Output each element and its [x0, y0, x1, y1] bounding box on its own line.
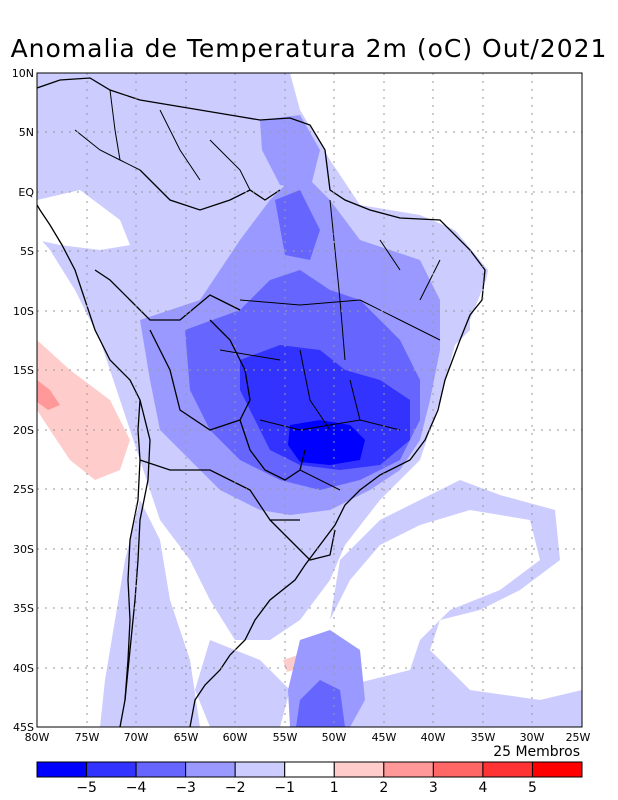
- chile-border: [124, 399, 151, 701]
- lon-tick-label: 70W: [124, 731, 149, 744]
- lon-tick-label: 80W: [25, 731, 50, 744]
- plot-frame: [36, 72, 583, 728]
- colorbar: −5 −4 −3 −2 −1 1 2 3 4 5: [36, 761, 583, 796]
- lat-tick-label: 40S: [13, 662, 34, 675]
- longitude-axis: 80W 75W 70W 65W 60W 55W 50W 45W 40W 35W …: [25, 731, 591, 744]
- lat-tick-label: 25S: [13, 483, 34, 496]
- colorbar-label: −1: [274, 780, 295, 796]
- colorbar-label: −4: [126, 780, 147, 796]
- colorbar-swatch: [432, 761, 484, 778]
- lat-tick-label: 15S: [13, 364, 34, 377]
- lon-tick-label: 50W: [322, 731, 347, 744]
- brazil-border-west: [94, 269, 241, 321]
- brazil-border-north: [139, 169, 281, 211]
- lat-tick-label: 30S: [13, 543, 34, 556]
- anomaly-region-minus2-north: [260, 115, 320, 190]
- coastline-and-borders: [37, 77, 486, 727]
- lat-tick-label: 35S: [13, 602, 34, 615]
- members-label: 25 Membros: [493, 744, 580, 760]
- paraguay-border: [239, 419, 306, 481]
- anomaly-gap-atlantic-east: [320, 73, 582, 500]
- lon-tick-label: 30W: [520, 731, 545, 744]
- anomaly-field: [37, 73, 582, 727]
- anomaly-region-light-patagonia: [195, 640, 290, 727]
- colorbar-swatch: [284, 761, 335, 778]
- anomaly-region-warm-2: [37, 380, 60, 410]
- lat-tick-label: 10S: [13, 305, 34, 318]
- colorbar-label: −2: [225, 780, 246, 796]
- colorbar-label: −3: [175, 780, 196, 796]
- argentina-border: [139, 459, 300, 521]
- lat-tick-label: 10N: [12, 67, 34, 80]
- lat-tick-label: 20S: [13, 424, 34, 437]
- colorbar-label: 3: [429, 780, 438, 796]
- colombia-venezuela-borders: [74, 89, 251, 191]
- lat-tick-label: EQ: [18, 186, 34, 199]
- colorbar-label: −5: [76, 780, 97, 796]
- grid-lines: [37, 73, 582, 727]
- anomaly-region-minus3-south: [296, 680, 345, 727]
- colorbar-label: 4: [478, 780, 487, 796]
- colorbar-label: 5: [528, 780, 537, 796]
- anomaly-region-minus5: [288, 420, 365, 465]
- colorbar-label: 1: [330, 780, 339, 796]
- lat-tick-label: 5N: [19, 126, 34, 139]
- anomaly-region-minus4: [240, 345, 410, 470]
- lon-tick-label: 55W: [273, 731, 298, 744]
- lat-tick-label: 5S: [20, 245, 34, 258]
- uruguay-border: [269, 519, 336, 561]
- colorbar-swatch: [135, 761, 187, 778]
- states-divisions: [219, 199, 441, 491]
- lon-tick-label: 35W: [471, 731, 496, 744]
- anomaly-gap-amazon: [37, 190, 130, 250]
- lon-tick-label: 75W: [75, 731, 100, 744]
- anomaly-region-light-south-pacific: [100, 500, 200, 727]
- anomaly-region-warm-1: [37, 340, 130, 480]
- colorbar-swatch: [333, 761, 385, 778]
- colorbar-swatch: [36, 761, 88, 778]
- colorbar-swatch: [383, 761, 434, 778]
- lon-tick-label: 65W: [174, 731, 199, 744]
- colorbar-swatch: [185, 761, 236, 778]
- lat-tick-label: 45S: [13, 721, 34, 734]
- colorbar-swatch: [482, 761, 533, 778]
- anomaly-gap-south: [300, 510, 540, 690]
- lon-tick-label: 40W: [421, 731, 446, 744]
- colorbar-swatch: [234, 761, 286, 778]
- colorbar-swatch: [86, 761, 137, 778]
- latitude-axis: 10N 5N EQ 5S 10S 15S 20S 25S 30S 35S 40S…: [12, 67, 35, 734]
- map-title: Anomalia de Temperatura 2m (oC) Out/2021: [10, 34, 608, 63]
- colorbar-label: 2: [379, 780, 388, 796]
- colorbar-swatch: [531, 761, 583, 778]
- lon-tick-label: 25W: [566, 731, 591, 744]
- lon-tick-label: 45W: [372, 731, 397, 744]
- anomaly-region-minus3-north: [275, 190, 320, 260]
- lon-tick-label: 60W: [223, 731, 248, 744]
